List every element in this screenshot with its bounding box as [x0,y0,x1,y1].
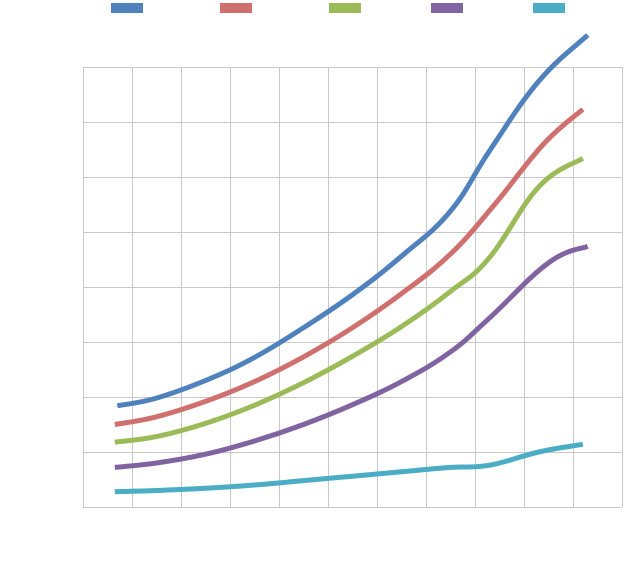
grid [83,67,623,508]
legend [111,3,565,13]
legend-swatch-1 [111,3,143,13]
series-line-3 [114,156,585,445]
series-lines [114,33,590,495]
series-line-2 [114,107,585,427]
legend-swatch-5 [533,3,565,13]
legend-swatch-3 [329,3,361,13]
legend-swatch-2 [220,3,252,13]
series-line-5 [114,441,584,495]
series-line-1 [116,33,590,409]
legend-swatch-4 [431,3,463,13]
series-line-4 [114,243,589,470]
